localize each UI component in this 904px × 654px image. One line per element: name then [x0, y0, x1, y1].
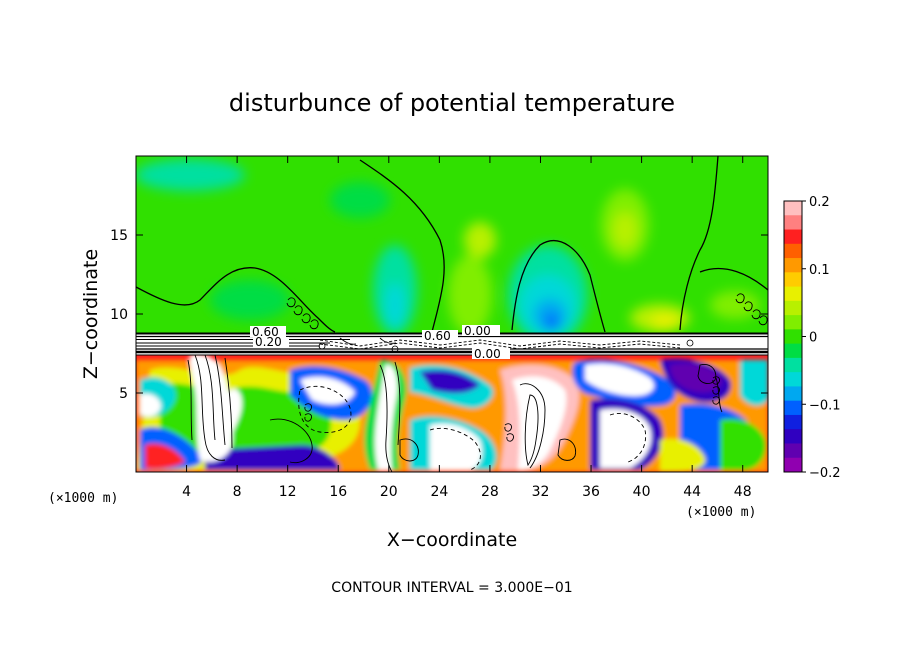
colorbar-swatch	[784, 286, 802, 302]
colorbar: 0.2 0.1 0 −0.1 −0.2	[783, 195, 841, 481]
wavy-contour-chains	[286, 293, 768, 442]
y-tick-label: 15	[110, 228, 128, 244]
colorbar-swatch	[784, 429, 802, 444]
colorbar-swatch	[784, 343, 802, 359]
contour-label: 0.60	[424, 329, 451, 343]
colorbar-swatch	[784, 229, 802, 245]
colorbar-swatch	[784, 457, 802, 473]
colorbar-swatch	[784, 300, 802, 316]
colorbar-swatch	[784, 215, 802, 231]
colorbar-swatch	[784, 201, 802, 216]
y-axis-label: Z−coordinate	[80, 249, 102, 379]
y-tick-label: 5	[119, 386, 128, 402]
lower-field	[136, 352, 768, 472]
contour-labels: 0.60 0.20 0.60 0.00 0.00	[250, 324, 510, 361]
x-tick-label: 48	[734, 484, 752, 500]
colorbar-swatch	[784, 386, 802, 402]
colorbar-tick-label: 0	[809, 331, 817, 346]
x-tick-label: 12	[279, 484, 297, 500]
chart-title: disturbunce of potential temperature	[229, 89, 675, 117]
x-tick-label: 44	[683, 484, 701, 500]
colorbar-tick-label: −0.1	[809, 398, 841, 413]
y-tick-label: 10	[110, 307, 128, 323]
x-tick-label: 28	[481, 484, 499, 500]
colorbar-tick-label: −0.2	[809, 466, 841, 481]
colorbar-swatch	[784, 315, 802, 330]
x-tick-label: 4	[182, 484, 191, 500]
colorbar-swatch	[784, 243, 802, 259]
x-tick-label: 16	[329, 484, 347, 500]
x-axis: 4 8 12 16 20 24 28 32 36 40 44 48	[182, 156, 752, 500]
lower-contours	[187, 354, 723, 472]
colorbar-swatch	[784, 357, 802, 373]
colorbar-swatch	[784, 372, 802, 387]
y-axis: 5 10 15	[110, 228, 768, 402]
x-axis-label: X−coordinate	[387, 529, 517, 551]
colorbar-tick-label: 0.2	[809, 195, 830, 210]
x-unit-label-right: (×1000 m)	[686, 505, 756, 520]
colorbar-swatch	[784, 258, 802, 273]
contour-label: 0.00	[474, 347, 501, 361]
contour-label: 0.00	[464, 324, 491, 338]
colorbar-tick-label: 0.1	[809, 263, 830, 278]
x-tick-label: 20	[380, 484, 398, 500]
x-tick-label: 40	[633, 484, 651, 500]
upper-contours	[136, 156, 768, 333]
band-contours	[136, 332, 768, 356]
colorbar-swatch	[784, 443, 802, 459]
x-tick-label: 32	[532, 484, 550, 500]
contour-label: 0.60	[252, 325, 279, 339]
heatmap-field: 0.60 0.20 0.60 0.00 0.00	[136, 156, 768, 472]
colorbar-swatch	[784, 272, 802, 288]
x-unit-label-left: (×1000 m)	[48, 491, 118, 506]
colorbar-swatch	[784, 400, 802, 416]
upper-field-anomalies	[136, 159, 760, 345]
colorbar-swatch	[784, 414, 802, 430]
x-tick-label: 36	[582, 484, 600, 500]
x-tick-label: 8	[233, 484, 242, 500]
contour-label: 0.20	[255, 335, 282, 349]
colorbar-swatch	[784, 329, 802, 345]
x-tick-label: 24	[430, 484, 448, 500]
contour-interval-footer: CONTOUR INTERVAL = 3.000E−01	[331, 580, 572, 596]
